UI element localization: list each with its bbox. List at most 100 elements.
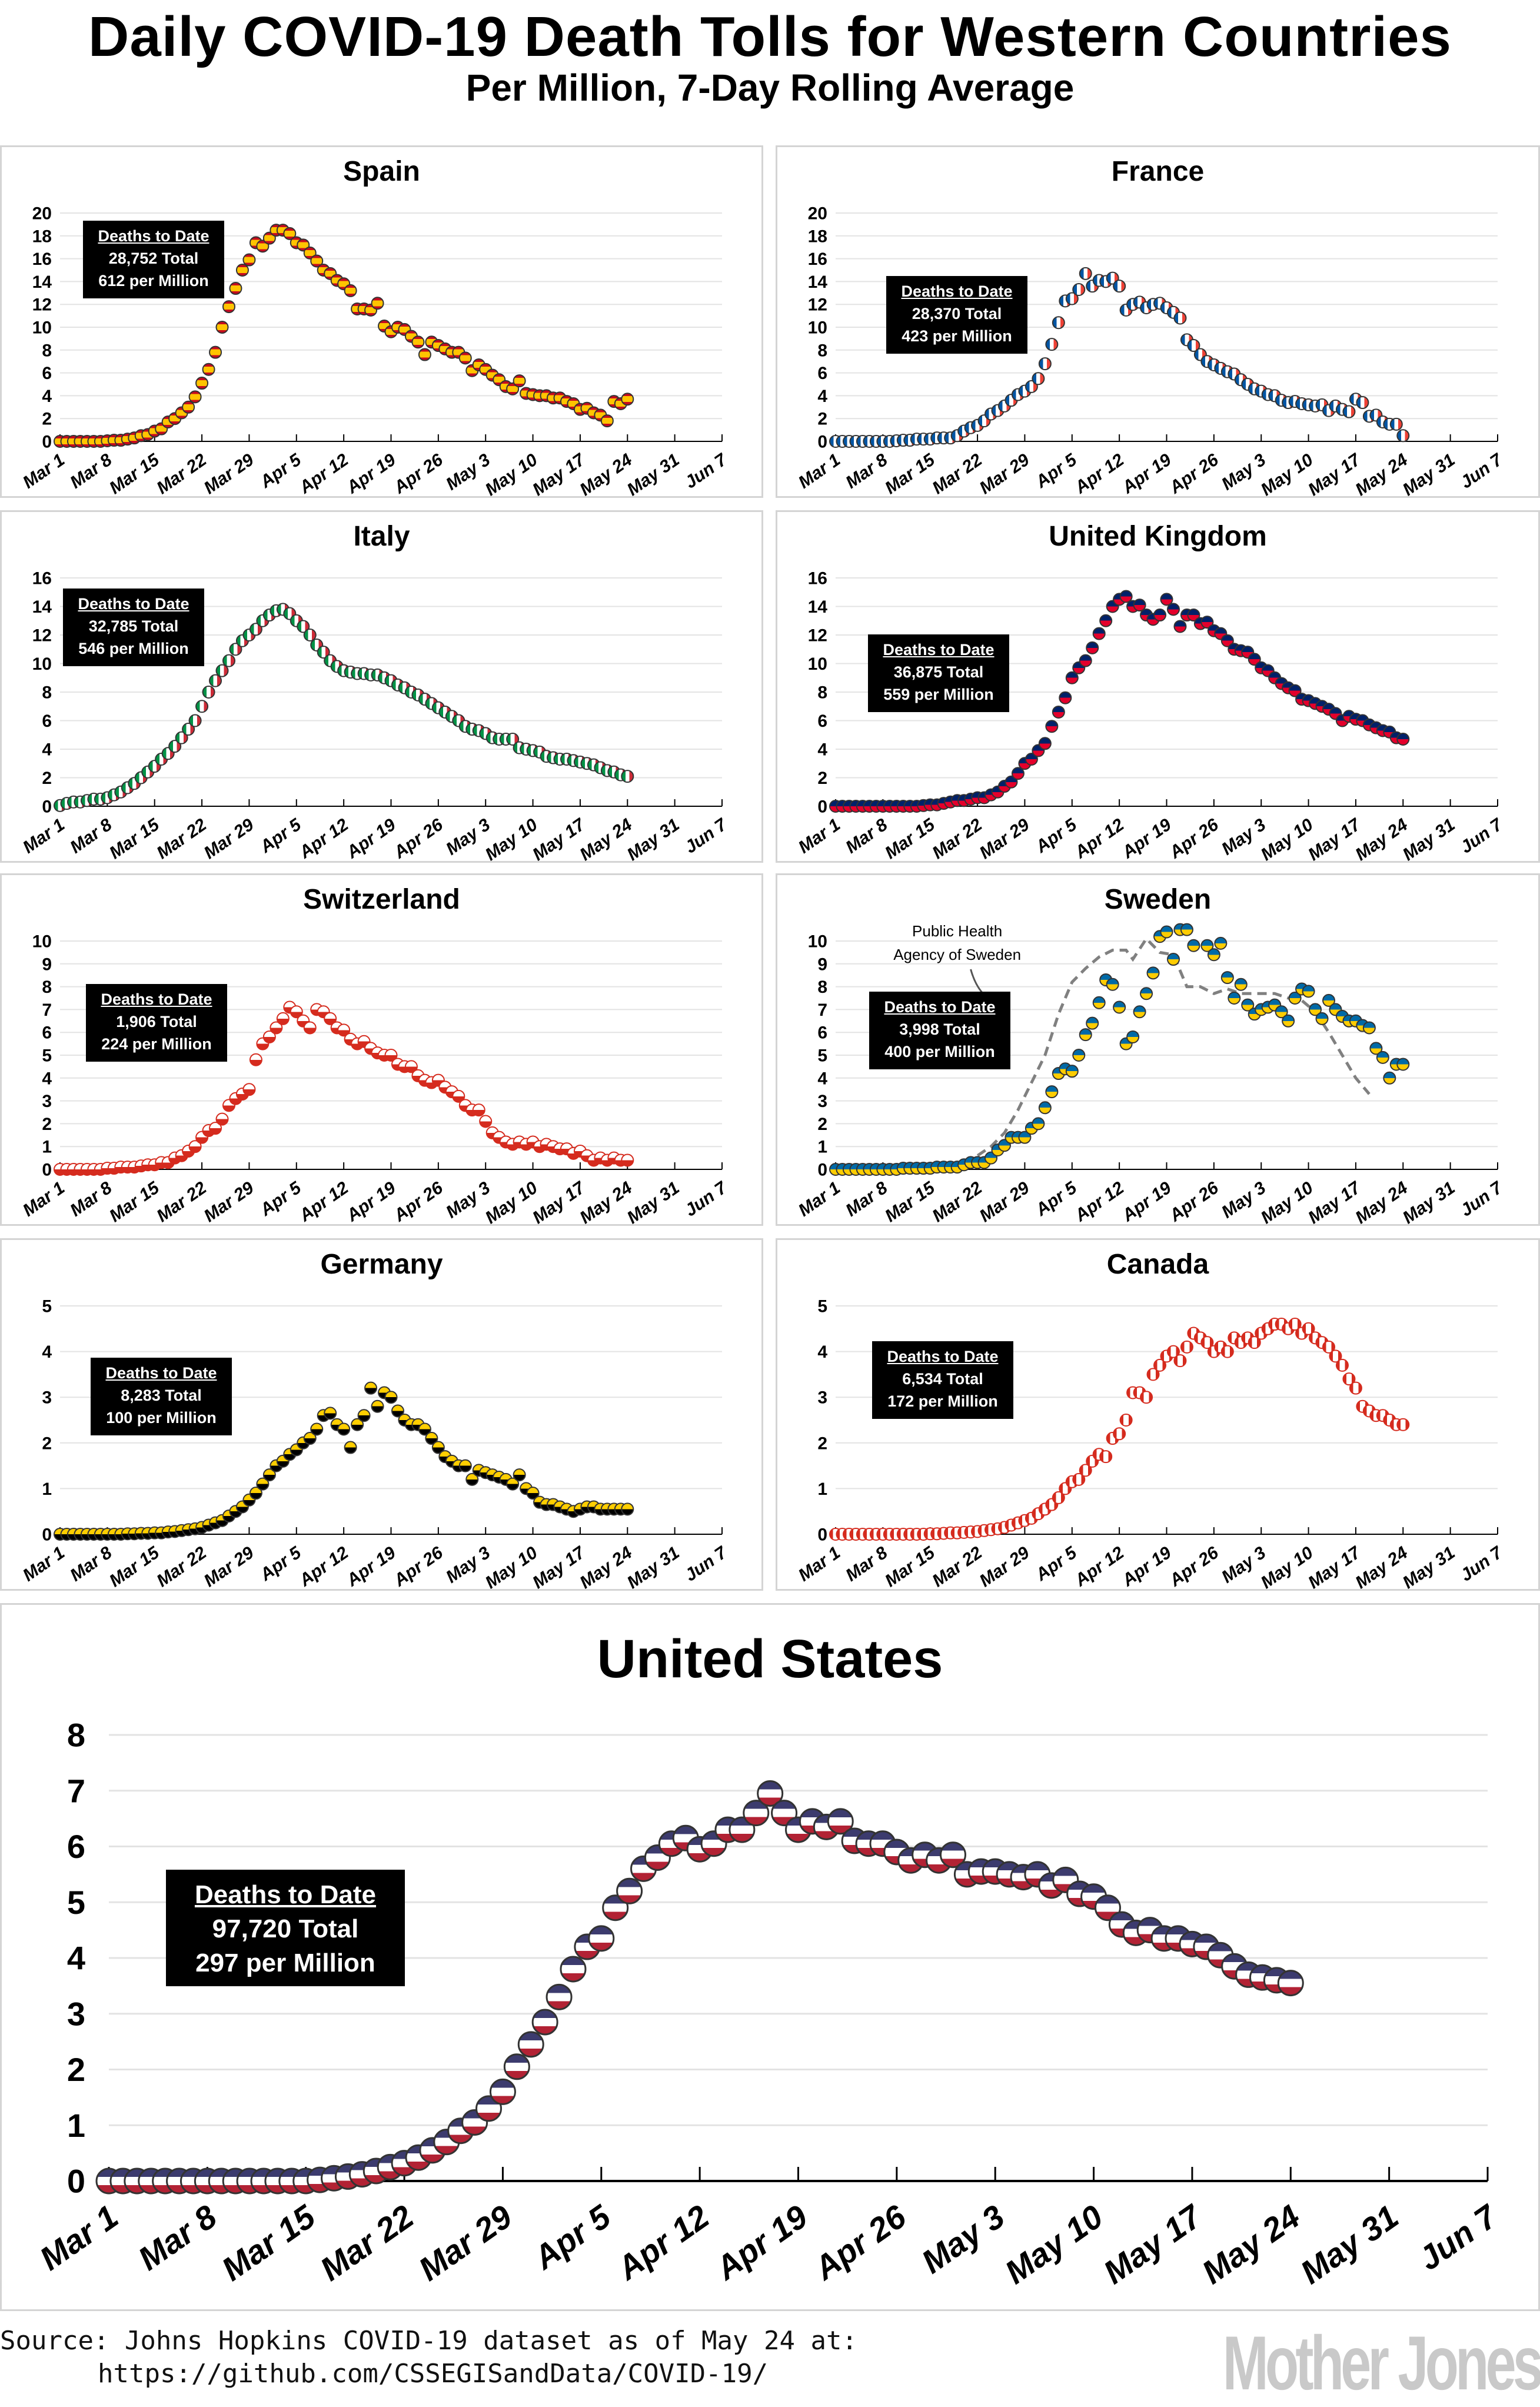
data-point — [1140, 987, 1153, 1000]
y-tick-label: 0 — [42, 797, 52, 817]
mother-jones-logo: Mother Jones — [1222, 2320, 1540, 2406]
source-link[interactable]: https://github.com/CSSEGISandData/COVID-… — [98, 2359, 769, 2389]
data-point — [1079, 654, 1092, 667]
x-tick-label: May 3 — [914, 2197, 1011, 2280]
x-tick-label: Mar 8 — [131, 2197, 224, 2278]
deaths-to-date-box: Deaths to Date 28,752 Total 612 per Millio… — [83, 221, 224, 298]
y-tick-label: 8 — [67, 1717, 85, 1754]
y-tick-label: 4 — [42, 387, 52, 406]
x-tick-label: Mar 22 — [153, 1178, 210, 1226]
y-tick-label: 5 — [817, 1297, 827, 1316]
y-tick-label: 9 — [42, 955, 52, 974]
x-tick-label: May 17 — [529, 1178, 589, 1228]
data-point — [249, 1053, 262, 1066]
chart-title: France — [1111, 156, 1205, 187]
data-point — [1173, 1354, 1187, 1368]
data-point — [1288, 684, 1302, 697]
x-tick-label: May 17 — [1305, 450, 1365, 500]
data-point — [1228, 992, 1241, 1005]
x-tick-label: Apr 5 — [1032, 1178, 1081, 1220]
data-point — [1005, 775, 1018, 789]
x-tick-label: Mar 1 — [795, 1178, 844, 1221]
x-tick-label: Mar 15 — [882, 1178, 939, 1226]
data-point — [1038, 1101, 1052, 1115]
x-tick-label: Jun 7 — [681, 1178, 731, 1221]
x-tick-label: Mar 1 — [795, 1543, 844, 1585]
stats-heading: Deaths to Date — [194, 1880, 377, 1909]
x-tick-label: Apr 5 — [256, 1542, 305, 1585]
y-tick-label: 4 — [817, 387, 827, 406]
y-tick-label: 10 — [32, 932, 52, 952]
y-tick-label: 2 — [42, 1115, 52, 1134]
x-tick-label: May 10 — [1258, 1178, 1317, 1228]
data-point — [1092, 996, 1106, 1009]
data-point — [283, 227, 297, 240]
data-point — [1187, 339, 1200, 353]
data-point — [621, 770, 634, 783]
x-tick-label: Apr 19 — [1118, 1543, 1175, 1591]
y-tick-label: 4 — [817, 740, 827, 760]
data-point — [1362, 1021, 1376, 1035]
x-tick-label: Apr 5 — [1032, 450, 1081, 492]
data-point — [391, 1404, 404, 1418]
chart-panel-germany: Germany 0 1 2 3 4 5 Mar 1 Mar 8 Mar 15 Mar 22 Mar 2… — [0, 1238, 763, 1593]
data-point — [472, 1103, 485, 1117]
data-point — [337, 1023, 351, 1037]
data-point — [344, 1441, 357, 1454]
x-tick-label: Apr 19 — [342, 1178, 399, 1226]
data-point — [1187, 609, 1200, 622]
chart-title: Sweden — [1104, 884, 1212, 915]
data-point — [1119, 590, 1133, 603]
x-tick-label: May 17 — [529, 814, 589, 865]
x-tick-label: May 17 — [1305, 1542, 1365, 1593]
x-tick-label: Apr 12 — [295, 1178, 352, 1226]
x-tick-label: May 17 — [1097, 2197, 1209, 2291]
data-point — [1079, 1028, 1092, 1042]
x-tick-label: Mar 29 — [412, 2197, 518, 2288]
data-point — [1160, 925, 1173, 939]
data-point — [182, 400, 195, 414]
data-point — [1099, 614, 1113, 627]
x-tick-label: May 17 — [529, 1542, 589, 1593]
x-tick-label: May 10 — [1258, 450, 1317, 500]
stats-total: 3,998 Total — [899, 1020, 980, 1038]
data-point — [1277, 1970, 1304, 1997]
x-tick-label: Apr 12 — [295, 1543, 352, 1591]
y-tick-label: 8 — [817, 683, 827, 703]
y-tick-label: 9 — [817, 955, 827, 974]
x-tick-label: Apr 12 — [295, 815, 352, 863]
y-tick-label: 0 — [817, 797, 827, 817]
data-point — [1011, 767, 1025, 780]
x-tick-label: Apr 26 — [390, 450, 447, 498]
stats-per-million: 172 per Million — [887, 1392, 998, 1410]
data-point — [175, 731, 188, 744]
y-tick-label: 6 — [817, 712, 827, 731]
y-tick-label: 0 — [817, 1525, 827, 1545]
stats-total: 28,370 Total — [912, 305, 1002, 323]
x-tick-label: May 10 — [1258, 815, 1317, 865]
y-tick-label: 20 — [32, 204, 52, 224]
x-tick-label: May 24 — [1352, 450, 1411, 500]
x-tick-label: Mar 1 — [795, 450, 844, 493]
x-tick-label: Jun 7 — [681, 1542, 731, 1585]
data-point — [1045, 1085, 1059, 1099]
data-point — [1079, 1464, 1092, 1477]
deaths-to-date-box: Deaths to Date 28,370 Total 423 per Millio… — [886, 276, 1027, 354]
stats-per-million: 100 per Million — [106, 1409, 217, 1427]
x-tick-label: May 31 — [1399, 815, 1459, 865]
data-point — [513, 1468, 526, 1482]
x-tick-label: Apr 19 — [342, 1543, 399, 1591]
data-point — [1322, 993, 1336, 1007]
y-tick-label: 6 — [42, 712, 52, 731]
y-tick-label: 0 — [817, 433, 827, 452]
data-point — [256, 1477, 270, 1491]
y-tick-label: 16 — [808, 250, 827, 269]
data-point — [1329, 1349, 1342, 1363]
y-tick-label: 4 — [67, 1940, 85, 1977]
y-tick-label: 14 — [808, 272, 828, 292]
subtitle: Per Million, 7-Day Rolling Average — [465, 67, 1075, 109]
chart-title: Canada — [1106, 1249, 1209, 1280]
deaths-to-date-box: Deaths to Date 3,998 Total 400 per Million — [869, 992, 1010, 1069]
